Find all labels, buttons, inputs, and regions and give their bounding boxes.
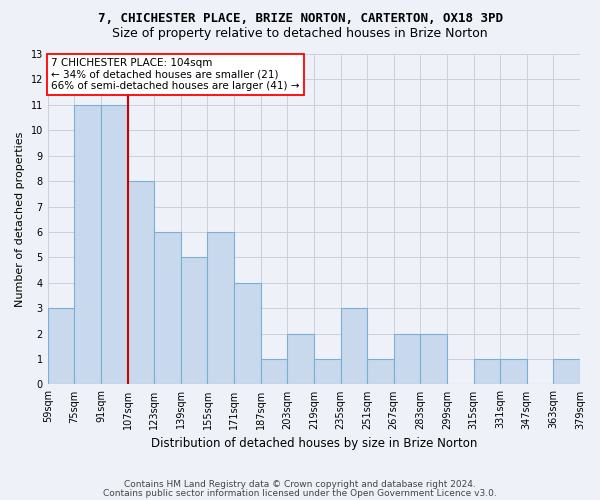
Text: Size of property relative to detached houses in Brize Norton: Size of property relative to detached ho… [112,28,488,40]
Y-axis label: Number of detached properties: Number of detached properties [15,132,25,307]
Bar [48,308,74,384]
Bar [500,359,527,384]
Bar [260,359,287,384]
Bar [394,334,421,384]
Bar [287,334,314,384]
Bar [154,232,181,384]
Text: Contains public sector information licensed under the Open Government Licence v3: Contains public sector information licen… [103,488,497,498]
Bar [341,308,367,384]
Text: Contains HM Land Registry data © Crown copyright and database right 2024.: Contains HM Land Registry data © Crown c… [124,480,476,489]
X-axis label: Distribution of detached houses by size in Brize Norton: Distribution of detached houses by size … [151,437,477,450]
Bar [208,232,234,384]
Text: 7 CHICHESTER PLACE: 104sqm
← 34% of detached houses are smaller (21)
66% of semi: 7 CHICHESTER PLACE: 104sqm ← 34% of deta… [51,58,299,91]
Bar [128,181,154,384]
Bar [473,359,500,384]
Bar [553,359,580,384]
Bar [234,283,260,384]
Bar [367,359,394,384]
Bar [421,334,447,384]
Bar [101,105,128,384]
Text: 7, CHICHESTER PLACE, BRIZE NORTON, CARTERTON, OX18 3PD: 7, CHICHESTER PLACE, BRIZE NORTON, CARTE… [97,12,503,26]
Bar [74,105,101,384]
Bar [314,359,341,384]
Bar [181,258,208,384]
